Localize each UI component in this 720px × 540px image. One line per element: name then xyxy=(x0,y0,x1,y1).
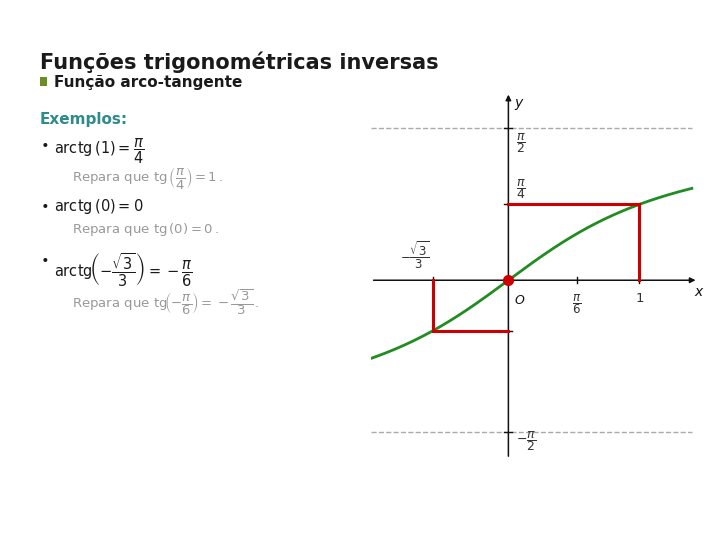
Text: $y$: $y$ xyxy=(513,97,524,112)
Text: $-\dfrac{\pi}{2}$: $-\dfrac{\pi}{2}$ xyxy=(516,429,536,453)
Text: Funções trigonométricas inversas: Funções trigonométricas inversas xyxy=(40,51,438,73)
Text: $x$: $x$ xyxy=(695,285,705,299)
Text: $\bullet$: $\bullet$ xyxy=(40,136,48,150)
Text: $\mathrm{arctg}\,(1) = \dfrac{\pi}{4}$: $\mathrm{arctg}\,(1) = \dfrac{\pi}{4}$ xyxy=(54,136,145,166)
Text: $\mathrm{Repara\ que\ tg}\,\left(\dfrac{\pi}{4}\right) = 1\,.$: $\mathrm{Repara\ que\ tg}\,\left(\dfrac{… xyxy=(72,165,223,191)
Text: $\dfrac{\pi}{4}$: $\dfrac{\pi}{4}$ xyxy=(516,178,526,201)
Text: $\bullet$: $\bullet$ xyxy=(40,197,48,211)
Text: $\mathrm{arctg}\,(0) = 0$: $\mathrm{arctg}\,(0) = 0$ xyxy=(54,197,143,216)
Text: $\mathrm{Repara\ que\ tg}\,(0) = 0\,.$: $\mathrm{Repara\ que\ tg}\,(0) = 0\,.$ xyxy=(72,221,219,238)
Text: $O$: $O$ xyxy=(513,294,525,307)
Text: Exemplos:: Exemplos: xyxy=(40,112,127,127)
Text: $1$: $1$ xyxy=(635,292,644,305)
Text: $\dfrac{\pi}{2}$: $\dfrac{\pi}{2}$ xyxy=(516,131,526,155)
Text: $-\dfrac{\sqrt{3}}{3}$: $-\dfrac{\sqrt{3}}{3}$ xyxy=(400,239,429,271)
Text: $\mathrm{arctg}\!\left(-\dfrac{\sqrt{3}}{3}\right) = -\dfrac{\pi}{6}$: $\mathrm{arctg}\!\left(-\dfrac{\sqrt{3}}… xyxy=(54,251,192,288)
Text: $\mathrm{Repara\ que\ tg}\!\left(-\dfrac{\pi}{6}\right) = -\dfrac{\sqrt{3}}{3}\,: $\mathrm{Repara\ que\ tg}\!\left(-\dfrac… xyxy=(72,287,260,317)
Text: $\dfrac{\pi}{6}$: $\dfrac{\pi}{6}$ xyxy=(572,292,582,315)
Text: Função arco-tangente: Função arco-tangente xyxy=(54,75,243,90)
Text: $\bullet$: $\bullet$ xyxy=(40,251,48,265)
